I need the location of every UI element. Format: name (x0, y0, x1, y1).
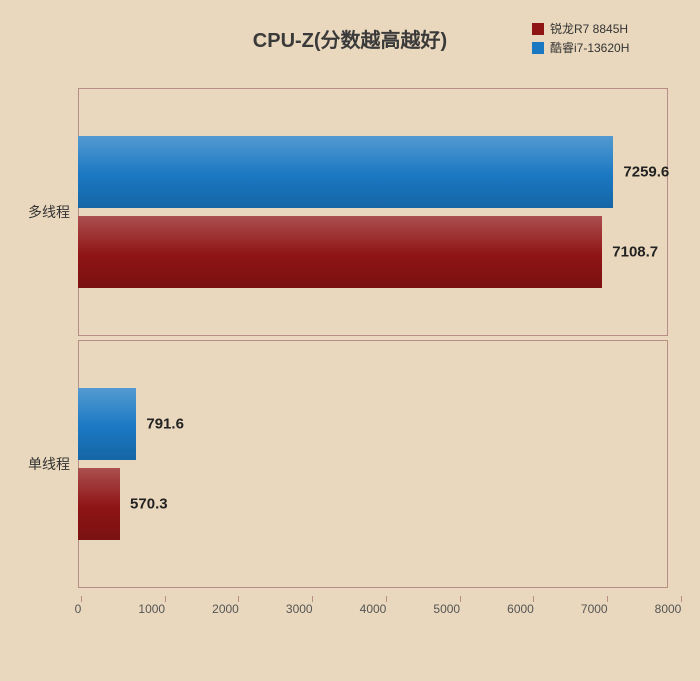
group-border (78, 88, 668, 336)
chart-canvas: CPU-Z(分数越高越好) 锐龙R7 8845H 酷睿i7-13620H 多线程… (0, 0, 700, 681)
x-axis: 010002000300040005000600070008000 (78, 588, 668, 616)
legend-label-1: 酷睿i7-13620H (550, 39, 629, 56)
chart-legend: 锐龙R7 8845H 酷睿i7-13620H (532, 20, 629, 58)
bar (78, 388, 136, 460)
legend-swatch-0 (532, 23, 544, 35)
x-tick-label: 4000 (360, 602, 387, 616)
legend-item: 锐龙R7 8845H (532, 20, 629, 37)
x-tick-label: 6000 (507, 602, 534, 616)
group-border (78, 340, 668, 588)
bar-value-label: 7108.7 (612, 244, 658, 261)
x-tick-label: 0 (75, 602, 82, 616)
x-tick: 3000 (299, 596, 326, 616)
bar-value-label: 7259.6 (623, 164, 669, 181)
x-tick: 6000 (521, 596, 548, 616)
x-tick: 7000 (594, 596, 621, 616)
bar (78, 468, 120, 540)
x-tick: 4000 (373, 596, 400, 616)
bar-value-label: 570.3 (130, 496, 168, 513)
plot-region: 多线程7259.67108.7单线程791.6570.3010002000300… (78, 88, 668, 616)
x-tick-label: 3000 (286, 602, 313, 616)
x-tick: 2000 (226, 596, 253, 616)
bar (78, 136, 613, 208)
chart-group: 多线程7259.67108.7 (78, 88, 668, 336)
x-tick: 5000 (447, 596, 474, 616)
bar (78, 216, 602, 288)
x-tick-label: 8000 (655, 602, 682, 616)
x-tick-label: 5000 (433, 602, 460, 616)
x-tick-label: 7000 (581, 602, 608, 616)
x-tick-label: 2000 (212, 602, 239, 616)
x-tick: 1000 (152, 596, 179, 616)
legend-swatch-1 (532, 42, 544, 54)
x-tick: 0 (78, 596, 85, 616)
x-tick-label: 1000 (138, 602, 165, 616)
legend-label-0: 锐龙R7 8845H (550, 20, 628, 37)
bar-value-label: 791.6 (146, 416, 184, 433)
category-label: 单线程 (28, 454, 70, 474)
legend-item: 酷睿i7-13620H (532, 39, 629, 56)
category-label: 多线程 (28, 202, 70, 222)
x-tick: 8000 (668, 596, 695, 616)
chart-group: 单线程791.6570.3 (78, 340, 668, 588)
